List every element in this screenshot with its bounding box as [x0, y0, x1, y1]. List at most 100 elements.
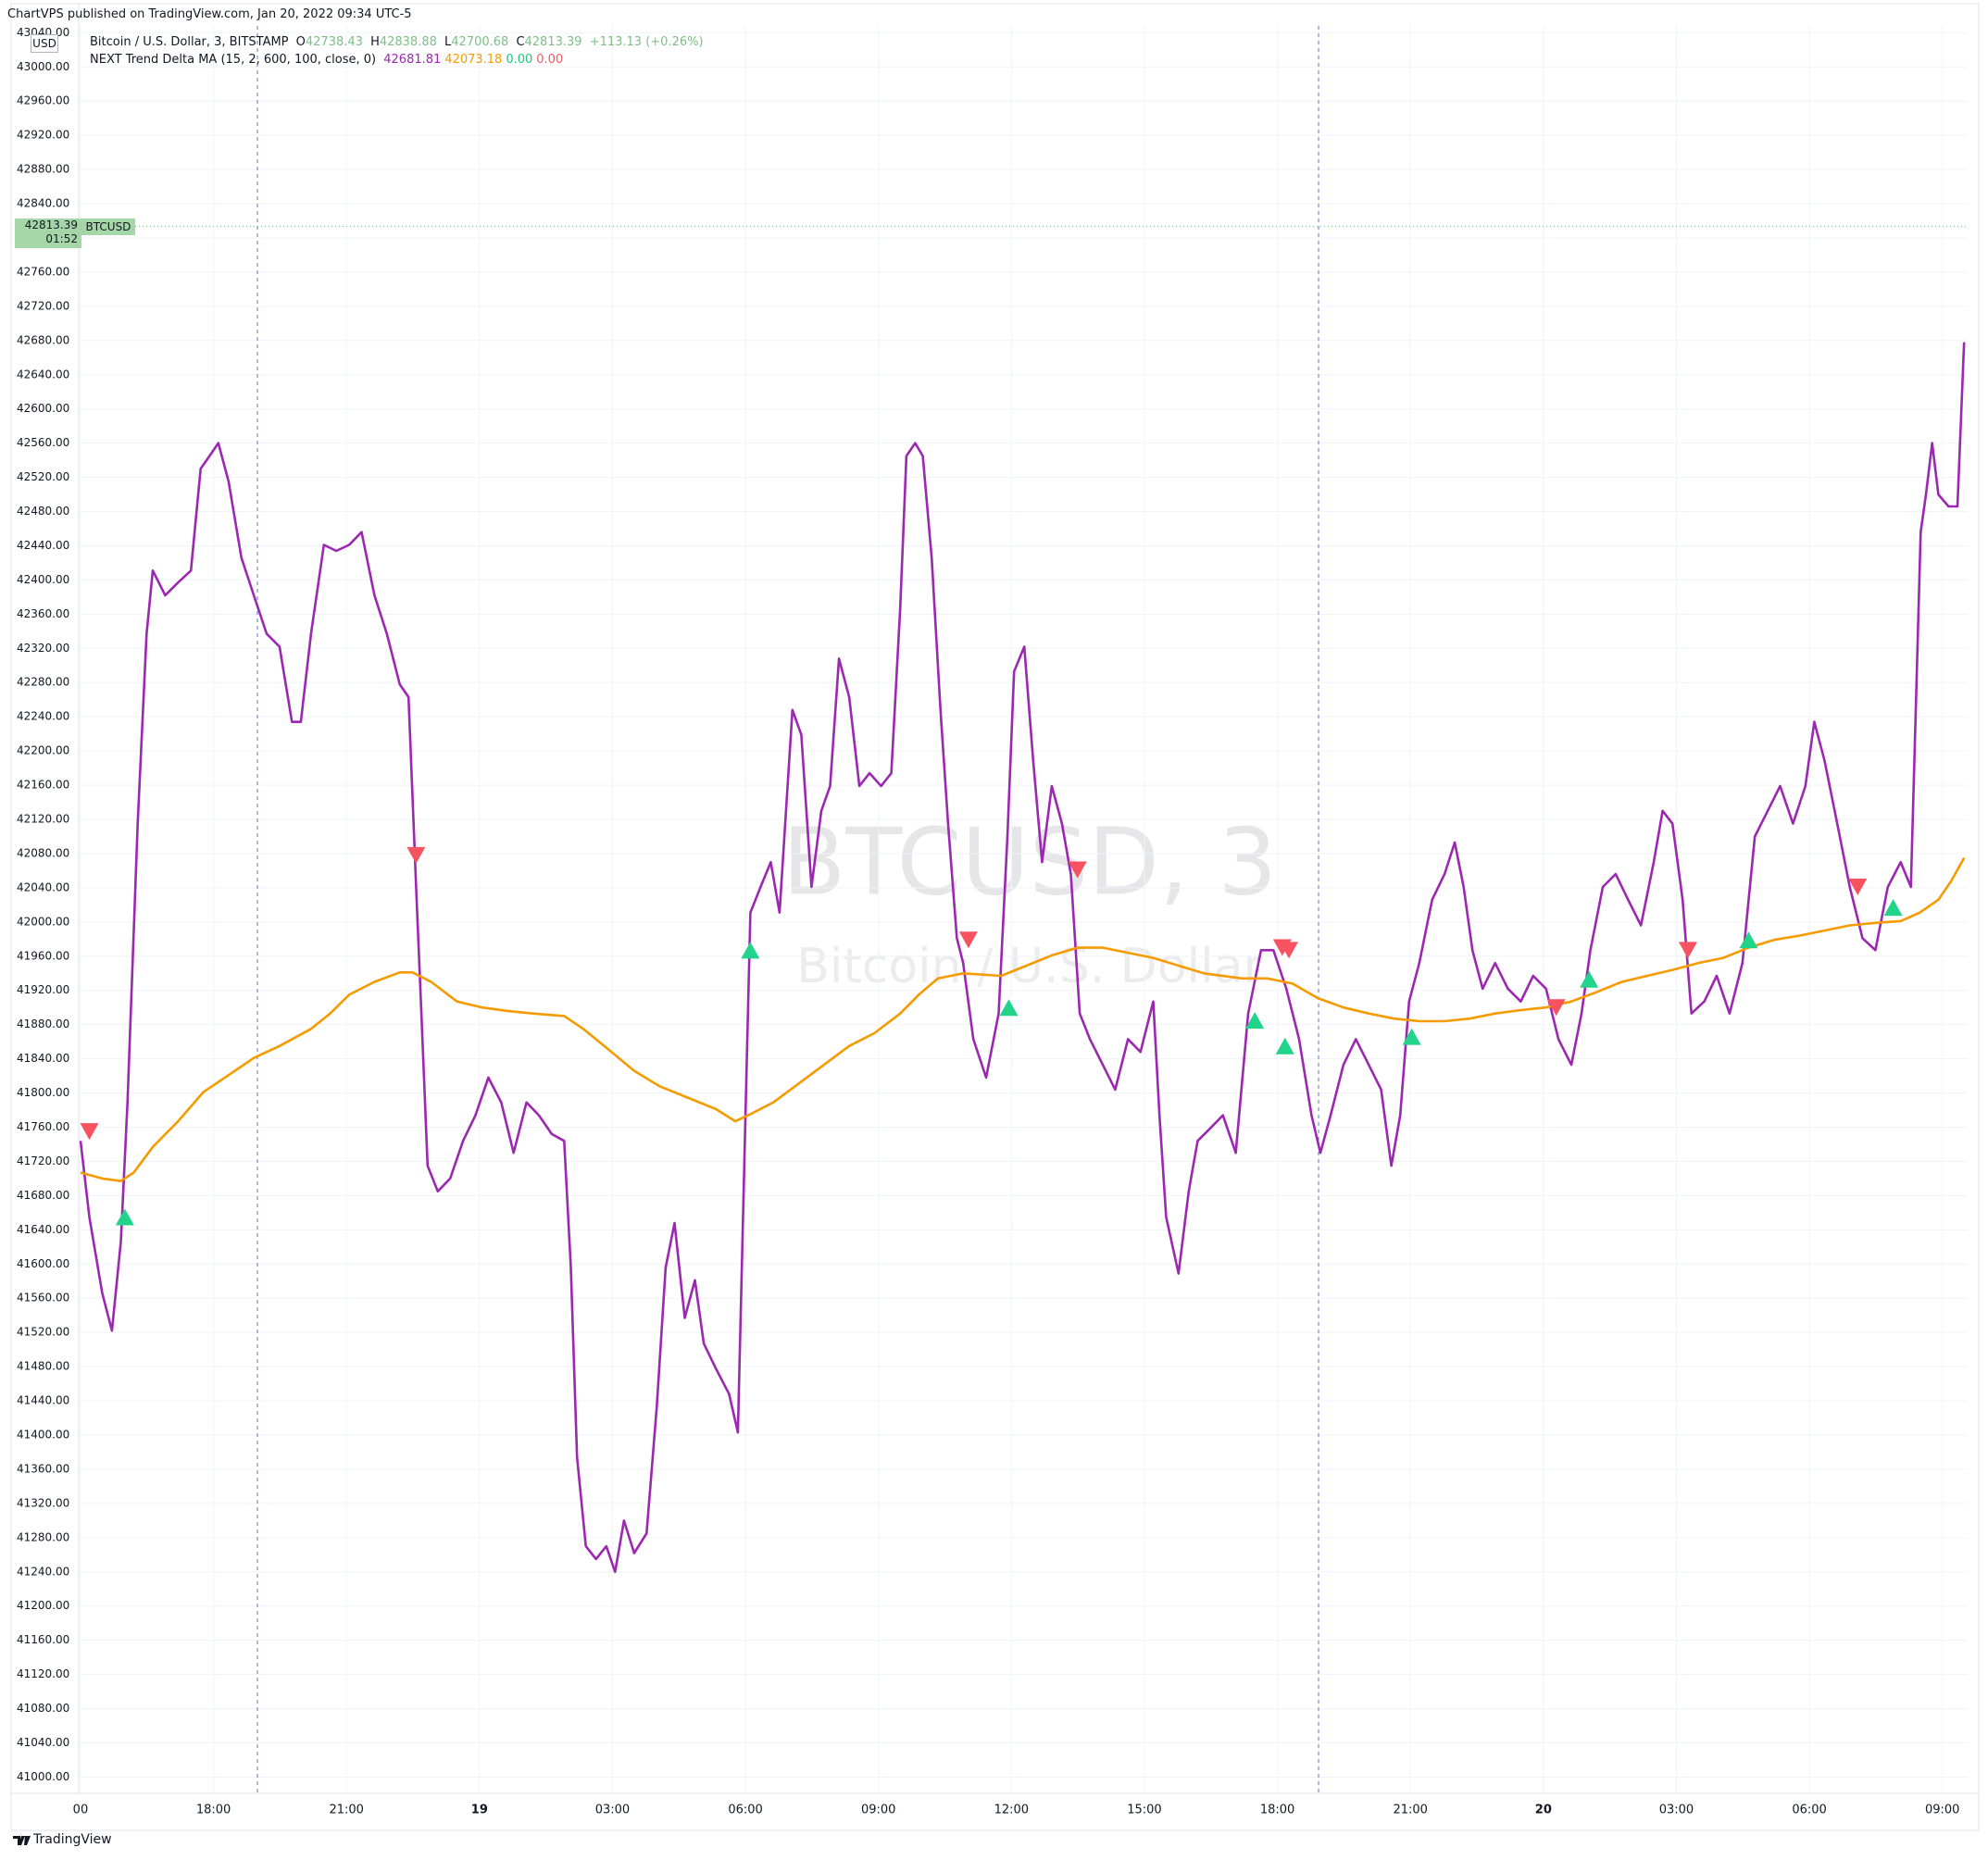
indicator-reading: 0.00 — [536, 53, 564, 67]
x-tick-label: 00 — [73, 1804, 89, 1817]
y-tick-label: 42160.00 — [17, 779, 69, 792]
sell-signal — [80, 1123, 99, 1141]
y-tick-label: 41960.00 — [17, 949, 69, 962]
x-tick-label: 03:00 — [1659, 1804, 1694, 1817]
x-tick-label: 06:00 — [728, 1804, 762, 1817]
sell-signal — [1678, 942, 1697, 959]
ohlc-label: L — [444, 35, 452, 49]
symbol-header: Bitcoin / U.S. Dollar, 3, BITSTAMP O4273… — [90, 35, 707, 49]
y-tick-label: 41640.00 — [17, 1223, 69, 1236]
indicator-header: NEXT Trend Delta MA (15, 2, 600, 100, cl… — [90, 53, 567, 67]
y-tick-label: 41160.00 — [17, 1633, 69, 1646]
y-tick-label: 41600.00 — [17, 1257, 69, 1270]
sell-signal — [1280, 942, 1299, 959]
y-tick-label: 42760.00 — [17, 265, 69, 278]
price-tag-value: 42813.39 — [24, 218, 78, 231]
x-tick-label: 20 — [1535, 1804, 1552, 1817]
y-tick-label: 42440.00 — [17, 539, 69, 552]
watermark-name: Bitcoin / U.S. Dollar — [796, 939, 1263, 994]
y-tick-label: 41800.00 — [17, 1086, 69, 1099]
x-tick-label: 03:00 — [595, 1804, 630, 1817]
x-tick-label: 21:00 — [329, 1804, 363, 1817]
buy-signal — [115, 1208, 134, 1226]
x-tick-label: 09:00 — [1925, 1804, 1959, 1817]
y-tick-label: 41360.00 — [17, 1462, 69, 1475]
indicator-line — [79, 342, 1966, 1574]
y-tick-label: 41720.00 — [17, 1155, 69, 1167]
symbol-title: Bitcoin / U.S. Dollar, 3, BITSTAMP — [90, 35, 289, 49]
y-tick-label: 41120.00 — [17, 1667, 69, 1680]
sell-signal — [1848, 878, 1868, 895]
price-tag-symbol: BTCUSD — [81, 218, 135, 235]
logo — [13, 1836, 31, 1845]
y-tick-label: 41440.00 — [17, 1394, 69, 1407]
x-tick-label: 21:00 — [1393, 1804, 1427, 1817]
buy-signal — [1402, 1028, 1421, 1045]
y-tick-label: 41320.00 — [17, 1496, 69, 1509]
y-tick-label: 41200.00 — [17, 1599, 69, 1612]
buy-signal — [1739, 931, 1758, 949]
ohlc-value: 42738.43 — [305, 35, 363, 49]
currency-button[interactable]: USD — [31, 34, 58, 53]
y-tick-label: 41760.00 — [17, 1120, 69, 1133]
y-tick-label: 43000.00 — [17, 60, 69, 73]
buy-signal — [1245, 1012, 1265, 1030]
y-tick-label: 42200.00 — [17, 744, 69, 757]
buy-signal — [1883, 899, 1903, 917]
indicator-title: NEXT Trend Delta MA (15, 2, 600, 100, cl… — [90, 53, 377, 67]
x-tick-label: 06:00 — [1792, 1804, 1826, 1817]
y-tick-label: 41680.00 — [17, 1189, 69, 1202]
price-tag: 42813.39 01:52 — [15, 218, 81, 248]
published-note: ChartVPS published on TradingView.com, J… — [7, 7, 412, 21]
x-tick-label: 15:00 — [1127, 1804, 1161, 1817]
sell-signal — [1068, 861, 1087, 879]
y-tick-label: 42360.00 — [17, 607, 69, 620]
y-tick-label: 42000.00 — [17, 915, 69, 928]
y-tick-label: 41880.00 — [17, 1017, 69, 1030]
y-tick-label: 41040.00 — [17, 1736, 69, 1749]
y-tick-label: 42920.00 — [17, 129, 69, 142]
y-tick-label: 42720.00 — [17, 299, 69, 312]
x-tick-label: 09:00 — [861, 1804, 895, 1817]
y-tick-label: 42480.00 — [17, 505, 69, 518]
watermark-symbol: BTCUSD, 3 — [782, 807, 1278, 916]
y-tick-label: 41240.00 — [17, 1565, 69, 1578]
y-tick-label: 42680.00 — [17, 333, 69, 346]
buy-signal — [1580, 970, 1599, 988]
y-tick-label: 42880.00 — [17, 163, 69, 176]
y-tick-label: 42120.00 — [17, 813, 69, 826]
y-tick-label: 42280.00 — [17, 676, 69, 689]
buy-signal — [999, 999, 1019, 1017]
footer-text: TradingView — [33, 1832, 112, 1847]
sell-signal — [1546, 999, 1566, 1017]
frame — [10, 3, 1980, 1831]
y-tick-label: 42240.00 — [17, 710, 69, 723]
y-tick-label: 42960.00 — [17, 94, 69, 107]
y-tick-label: 41480.00 — [17, 1360, 69, 1373]
y-tick-label: 42560.00 — [17, 436, 69, 449]
y-tick-label: 41520.00 — [17, 1326, 69, 1339]
y-tick-label: 41280.00 — [17, 1530, 69, 1543]
ohlc-value: 42838.88 — [379, 35, 437, 49]
y-tick-label: 42040.00 — [17, 880, 69, 893]
sell-signal — [958, 931, 978, 949]
ohlc-value: 42700.68 — [451, 35, 509, 49]
x-tick-label: 19 — [471, 1804, 488, 1817]
x-tick-label: 12:00 — [994, 1804, 1029, 1817]
ohlc-label: H — [370, 35, 380, 49]
indicator-line — [80, 856, 1966, 1182]
footer: TradingView — [13, 1832, 112, 1847]
buy-signal — [741, 942, 760, 959]
buy-signal — [1275, 1037, 1294, 1055]
y-tick-label: 42640.00 — [17, 368, 69, 381]
ohlc-value: 42813.39 — [524, 35, 582, 49]
indicator-reading: 0.00 — [506, 53, 533, 67]
change: +113.13 (+0.26%) — [589, 35, 704, 49]
price-tag-countdown: 01:52 — [45, 231, 78, 245]
ohlc-label: C — [516, 35, 525, 49]
indicator-reading: 42073.18 — [444, 53, 503, 67]
y-tick-label: 42080.00 — [17, 846, 69, 859]
x-tick-label: 18:00 — [1260, 1804, 1294, 1817]
